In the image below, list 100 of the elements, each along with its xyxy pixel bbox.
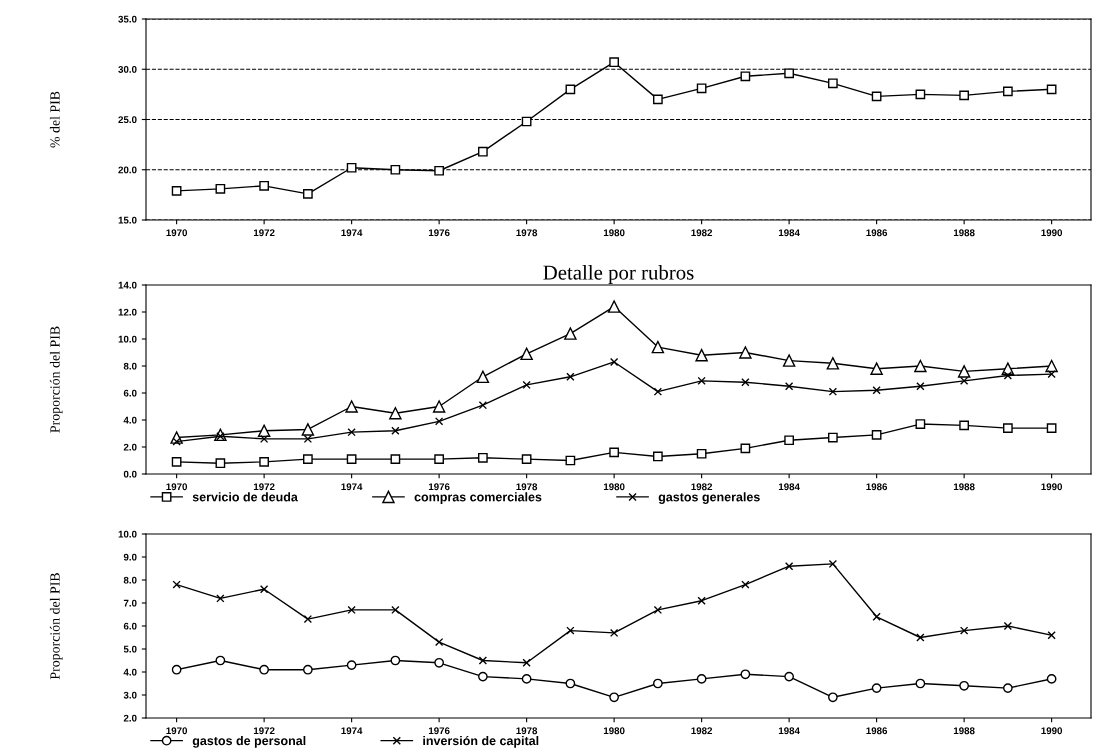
point <box>171 185 182 196</box>
point <box>1003 683 1013 693</box>
point <box>434 417 444 426</box>
x-tick-label: 1976 <box>428 229 450 237</box>
x-tick-label: 1974 <box>341 229 363 237</box>
point <box>828 559 838 569</box>
point <box>870 362 883 375</box>
chart-title: Detalle por rubros <box>543 264 694 284</box>
x-tick-label: 1972 <box>253 483 275 491</box>
y-tick-label: 15.0 <box>118 216 137 224</box>
point <box>609 628 619 638</box>
x-tick-label: 1974 <box>341 727 363 735</box>
point <box>784 435 794 446</box>
x-tick-label: 1980 <box>603 229 625 237</box>
point <box>566 372 575 381</box>
point <box>303 614 313 624</box>
y-tick-label: 0.0 <box>123 470 137 478</box>
point <box>741 580 750 589</box>
point <box>478 656 488 665</box>
point <box>566 626 575 635</box>
point <box>1045 359 1058 373</box>
point <box>347 605 356 615</box>
point <box>916 382 925 391</box>
point <box>828 692 838 703</box>
point <box>521 454 532 465</box>
y-axis-title: % del PIB <box>49 91 60 148</box>
y-tick-label: 7.0 <box>123 599 137 607</box>
point <box>432 400 446 413</box>
point <box>171 664 182 675</box>
x-tick-label: 1976 <box>428 727 450 735</box>
point <box>653 678 663 689</box>
point <box>521 674 532 684</box>
point <box>346 454 357 465</box>
point <box>565 84 576 95</box>
point <box>782 354 796 367</box>
y-tick-label: 6.0 <box>123 389 137 397</box>
point <box>520 347 533 361</box>
legend-label: compras comerciales <box>414 492 542 504</box>
point <box>915 419 926 429</box>
point <box>828 432 838 443</box>
point <box>434 657 444 668</box>
y-tick-label: 2.0 <box>123 714 137 722</box>
point <box>651 340 665 354</box>
point <box>565 678 576 689</box>
x-tick-label: 1972 <box>253 727 275 735</box>
point <box>259 585 269 594</box>
point <box>478 452 488 463</box>
x-tick-label: 1978 <box>516 727 538 735</box>
point <box>259 456 269 467</box>
y-tick-label: 4.0 <box>123 668 137 676</box>
point <box>696 83 707 94</box>
point <box>215 183 226 194</box>
x-tick-label: 1990 <box>1041 483 1063 491</box>
legend-label: gastos de personal <box>192 735 306 748</box>
point <box>609 357 619 367</box>
point <box>959 420 969 431</box>
x-tick-label: 1982 <box>691 483 713 491</box>
point <box>478 146 488 157</box>
point <box>347 427 356 437</box>
point <box>259 664 269 675</box>
x-tick-label: 1988 <box>953 727 975 735</box>
x-tick-label: 1984 <box>778 483 800 491</box>
y-tick-label: 9.0 <box>123 553 137 561</box>
point <box>916 633 925 642</box>
point <box>346 162 357 173</box>
x-tick-label: 1984 <box>778 727 800 735</box>
point <box>696 448 707 459</box>
point <box>915 678 926 689</box>
point <box>346 660 357 670</box>
y-tick-label: 10.0 <box>118 335 137 343</box>
x-tick-label: 1970 <box>166 727 188 735</box>
point <box>434 454 444 465</box>
point <box>1003 423 1013 433</box>
point <box>303 434 313 444</box>
x-tick-label: 1978 <box>516 483 538 491</box>
point <box>609 57 619 68</box>
x-tick-label: 1970 <box>166 483 188 491</box>
point <box>784 68 794 79</box>
y-tick-label: 5.0 <box>123 645 137 653</box>
point <box>871 429 882 440</box>
point <box>1047 631 1056 640</box>
y-tick-label: 2.0 <box>123 443 137 451</box>
x-tick-label: 1978 <box>516 229 538 237</box>
point <box>391 426 400 435</box>
y-tick-label: 12.0 <box>118 308 137 316</box>
point <box>391 605 400 615</box>
legend-label: inversión de capital <box>423 735 539 748</box>
point <box>390 655 401 666</box>
point <box>478 400 488 410</box>
point <box>172 580 181 589</box>
point <box>653 387 663 396</box>
point <box>741 378 750 387</box>
x-tick-label: 1974 <box>341 483 363 491</box>
point <box>959 376 969 386</box>
x-tick-label: 1980 <box>603 727 625 735</box>
point <box>1046 423 1057 433</box>
point <box>216 594 225 603</box>
point <box>607 300 621 313</box>
point <box>389 406 402 420</box>
point <box>653 451 663 462</box>
